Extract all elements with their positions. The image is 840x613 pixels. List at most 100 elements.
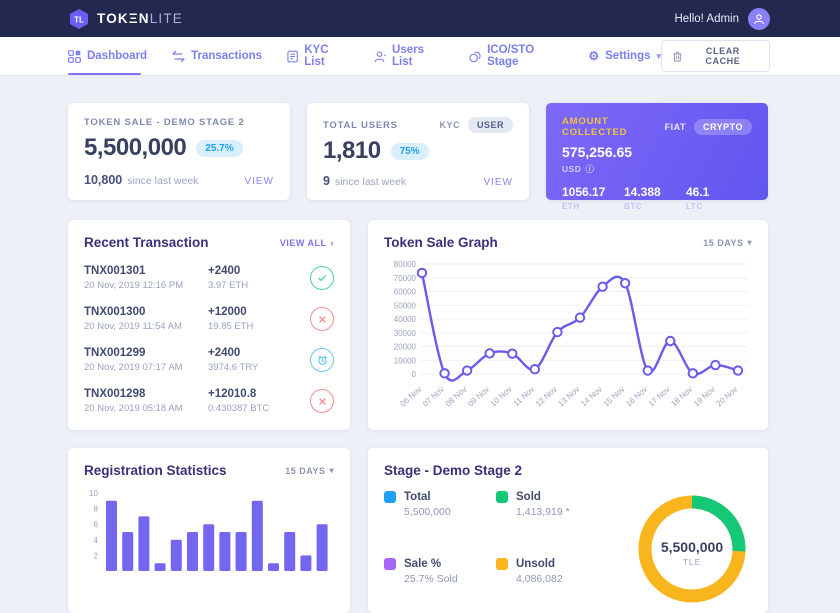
clear-cache-button[interactable]: CLEAR CACHE xyxy=(661,40,770,72)
range-selector[interactable]: 15 DAYS ▾ xyxy=(285,465,334,476)
eth-label: ETH xyxy=(562,202,580,211)
transaction-row[interactable]: TNX001300 20 Nov, 2019 11:54 AM +12000 1… xyxy=(84,306,334,332)
nav-item-users-list[interactable]: Users List xyxy=(374,37,444,75)
tx-converted: 3974.6 TRY xyxy=(208,362,259,373)
transaction-row[interactable]: TNX001301 20 Nov, 2019 12:16 PM +2400 3.… xyxy=(84,265,334,291)
svg-text:20 Nov: 20 Nov xyxy=(714,385,739,409)
tx-amount: +2400 xyxy=(208,265,241,277)
nav-item-kyc-list[interactable]: KYC List xyxy=(287,37,349,75)
btc-value: 14.388 xyxy=(624,185,661,199)
amount-value: 575,256.65 xyxy=(562,144,633,160)
tx-converted: 19.85 ETH xyxy=(208,321,254,332)
svg-text:17 Nov: 17 Nov xyxy=(647,385,672,409)
app-logo[interactable]: TL TOKΞNLITE xyxy=(68,8,183,30)
greeting-text: Hello! Admin xyxy=(674,12,739,25)
token-sale-card: TOKEN SALE - DEMO STAGE 2 5,500,000 25.7… xyxy=(68,103,290,200)
view-link[interactable]: VIEW xyxy=(244,176,274,187)
nav-label: Users List xyxy=(392,44,424,68)
svg-text:20000: 20000 xyxy=(394,343,417,352)
main-nav: Dashboard Transactions KYC List xyxy=(0,37,840,76)
stage-donut: 5,500,000 TLE xyxy=(632,489,752,609)
ltc-value: 46.1 xyxy=(686,185,710,199)
svg-text:09 Nov: 09 Nov xyxy=(466,385,491,409)
tx-date: 20 Nov, 2019 07:17 AM xyxy=(84,362,183,373)
svg-text:80000: 80000 xyxy=(394,260,417,269)
nav-item-settings[interactable]: ⚙ Settings ▾ xyxy=(588,37,661,75)
svg-text:0: 0 xyxy=(412,370,417,379)
status-success-icon xyxy=(310,266,334,290)
nav-item-ico-sto-stage[interactable]: ICO/STO Stage xyxy=(469,37,563,75)
svg-text:10 Nov: 10 Nov xyxy=(489,385,514,409)
user-avatar[interactable] xyxy=(748,7,770,30)
stage-legend: Total 5,500,000 Sold 1,413,919 * Sale % … xyxy=(384,491,632,609)
percent-badge: 25.7% xyxy=(196,139,243,157)
card-title: Token Sale Graph xyxy=(384,235,498,250)
card-label: TOTAL USERS xyxy=(323,119,398,131)
donut-center-unit: TLE xyxy=(682,557,702,567)
range-selector[interactable]: 15 DAYS ▾ xyxy=(703,237,752,248)
registration-statistics-card: Registration Statistics 15 DAYS ▾ 2 4 6 8 10 xyxy=(68,448,350,613)
tab-user[interactable]: USER xyxy=(467,117,513,133)
transaction-row[interactable]: TNX001299 20 Nov, 2019 07:17 AM +2400 39… xyxy=(84,347,334,373)
currency-label: USD xyxy=(562,164,582,174)
nav-label: ICO/STO Stage xyxy=(487,44,535,68)
info-icon[interactable]: ⓘ xyxy=(585,164,595,174)
sold-swatch xyxy=(496,491,508,503)
settings-icon: ⚙ xyxy=(588,49,600,63)
total-swatch xyxy=(384,491,396,503)
svg-text:13 Nov: 13 Nov xyxy=(556,385,581,409)
view-link[interactable]: VIEW xyxy=(483,177,513,188)
tab-kyc[interactable]: KYC xyxy=(439,120,460,130)
card-title: Stage - Demo Stage 2 xyxy=(384,463,523,478)
eth-value: 1056.17 xyxy=(562,185,606,199)
svg-text:6: 6 xyxy=(94,520,99,529)
svg-text:18 Nov: 18 Nov xyxy=(669,385,694,409)
delta-value: 9 xyxy=(323,174,330,188)
svg-text:60000: 60000 xyxy=(394,288,417,297)
nav-item-transactions[interactable]: Transactions xyxy=(172,37,262,75)
svg-text:10: 10 xyxy=(89,489,98,498)
tab-crypto[interactable]: CRYPTO xyxy=(693,119,752,135)
users-list-icon xyxy=(374,50,386,62)
svg-text:TL: TL xyxy=(74,15,84,24)
status-pending-icon xyxy=(310,348,334,372)
kyc-list-icon xyxy=(287,50,298,62)
person-icon xyxy=(754,13,764,24)
svg-text:11 Nov: 11 Nov xyxy=(512,385,536,408)
sale-pct-swatch xyxy=(384,557,396,570)
legend-item-unsold: Unsold 4,086,082 xyxy=(496,557,632,610)
view-all-link[interactable]: VIEW ALL › xyxy=(279,237,334,248)
clear-cache-label: CLEAR CACHE xyxy=(705,46,741,66)
dashboard-content: TOKEN SALE - DEMO STAGE 2 5,500,000 25.7… xyxy=(0,76,768,613)
chevron-down-icon: ▾ xyxy=(329,466,334,475)
svg-text:30000: 30000 xyxy=(394,329,417,338)
svg-text:19 Nov: 19 Nov xyxy=(692,385,717,409)
status-failed-icon xyxy=(310,389,334,413)
app-title: TOKΞNLITE xyxy=(97,11,184,26)
tx-amount: +12000 xyxy=(208,306,247,318)
nav-label: Settings xyxy=(605,50,651,62)
tx-amount: +2400 xyxy=(208,347,241,359)
tx-id: TNX001298 xyxy=(84,388,146,400)
token-sale-graph-card: Token Sale Graph 15 DAYS ▾ 0 10000 20000 30… xyxy=(368,220,768,430)
transaction-row[interactable]: TNX001298 20 Nov, 2019 05:18 AM +12010.8… xyxy=(84,388,334,414)
tab-fiat[interactable]: FIAT xyxy=(664,122,686,132)
svg-text:50000: 50000 xyxy=(394,301,417,310)
nav-label: KYC List xyxy=(304,44,329,68)
delta-caption: since last week xyxy=(334,176,407,188)
svg-text:16 Nov: 16 Nov xyxy=(624,385,649,409)
nav-item-dashboard[interactable]: Dashboard xyxy=(68,37,147,75)
tx-id: TNX001299 xyxy=(84,347,146,359)
trash-icon xyxy=(673,51,682,62)
ltc-label: LTC xyxy=(686,202,703,211)
btc-label: BTC xyxy=(624,202,643,211)
tokenlite-logo-icon: TL xyxy=(70,8,88,29)
legend-item-sale-pct: Sale % 25.7% Sold xyxy=(384,557,496,610)
percent-badge: 75% xyxy=(390,142,429,160)
recent-transactions-card: Recent Transaction VIEW ALL › TNX001301 … xyxy=(68,220,350,430)
token-sale-line-chart: 0 10000 20000 30000 40000 50000 60000 70000 8000… xyxy=(394,260,748,409)
arrow-right-icon: › xyxy=(330,237,334,248)
svg-text:8: 8 xyxy=(94,505,99,514)
nav-label: Transactions xyxy=(191,50,263,62)
donut-center-value: 5,500,000 xyxy=(660,539,724,555)
